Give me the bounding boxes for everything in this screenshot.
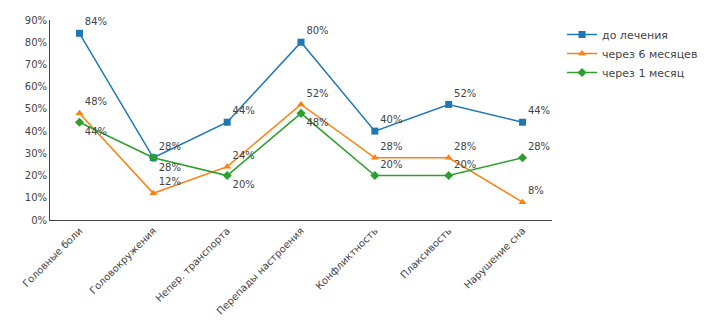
svg-text:28%: 28% — [528, 141, 550, 152]
svg-text:0%: 0% — [31, 215, 47, 226]
svg-text:90%: 90% — [25, 15, 47, 26]
svg-text:Нарушение сна: Нарушение сна — [462, 225, 528, 291]
svg-text:20%: 20% — [380, 159, 402, 170]
svg-text:24%: 24% — [233, 150, 255, 161]
svg-text:20%: 20% — [233, 179, 255, 190]
svg-text:40%: 40% — [25, 126, 47, 137]
svg-text:Плаксивость: Плаксивость — [398, 225, 453, 280]
svg-text:28%: 28% — [454, 141, 476, 152]
svg-text:48%: 48% — [306, 117, 328, 128]
svg-text:через 1 месяц: через 1 месяц — [602, 67, 684, 80]
svg-text:44%: 44% — [233, 105, 255, 116]
svg-text:20%: 20% — [454, 159, 476, 170]
svg-text:52%: 52% — [306, 88, 328, 99]
svg-text:60%: 60% — [25, 81, 47, 92]
svg-text:48%: 48% — [85, 96, 107, 107]
svg-text:28%: 28% — [159, 141, 181, 152]
svg-text:80%: 80% — [25, 37, 47, 48]
svg-text:44%: 44% — [528, 105, 550, 116]
svg-text:80%: 80% — [306, 25, 328, 36]
svg-text:12%: 12% — [159, 176, 181, 187]
svg-text:44%: 44% — [85, 126, 107, 137]
svg-text:40%: 40% — [380, 114, 402, 125]
svg-text:52%: 52% — [454, 88, 476, 99]
svg-text:Конфликтность: Конфликтность — [313, 225, 379, 291]
svg-text:Перепады настроения: Перепады настроения — [214, 225, 306, 317]
svg-text:Головные боли: Головные боли — [20, 225, 84, 289]
svg-text:8%: 8% — [528, 185, 544, 196]
svg-text:28%: 28% — [159, 162, 181, 173]
svg-text:10%: 10% — [25, 192, 47, 203]
svg-text:Непер. транспорта: Непер. транспорта — [153, 225, 232, 304]
svg-text:до лечения: до лечения — [602, 29, 668, 42]
svg-text:28%: 28% — [380, 141, 402, 152]
svg-text:20%: 20% — [25, 170, 47, 181]
svg-text:через 6 месяцев: через 6 месяцев — [602, 48, 697, 61]
svg-text:70%: 70% — [25, 59, 47, 70]
svg-text:30%: 30% — [25, 148, 47, 159]
svg-text:50%: 50% — [25, 103, 47, 114]
svg-text:84%: 84% — [85, 16, 107, 27]
svg-text:Головокружения: Головокружения — [87, 225, 158, 296]
